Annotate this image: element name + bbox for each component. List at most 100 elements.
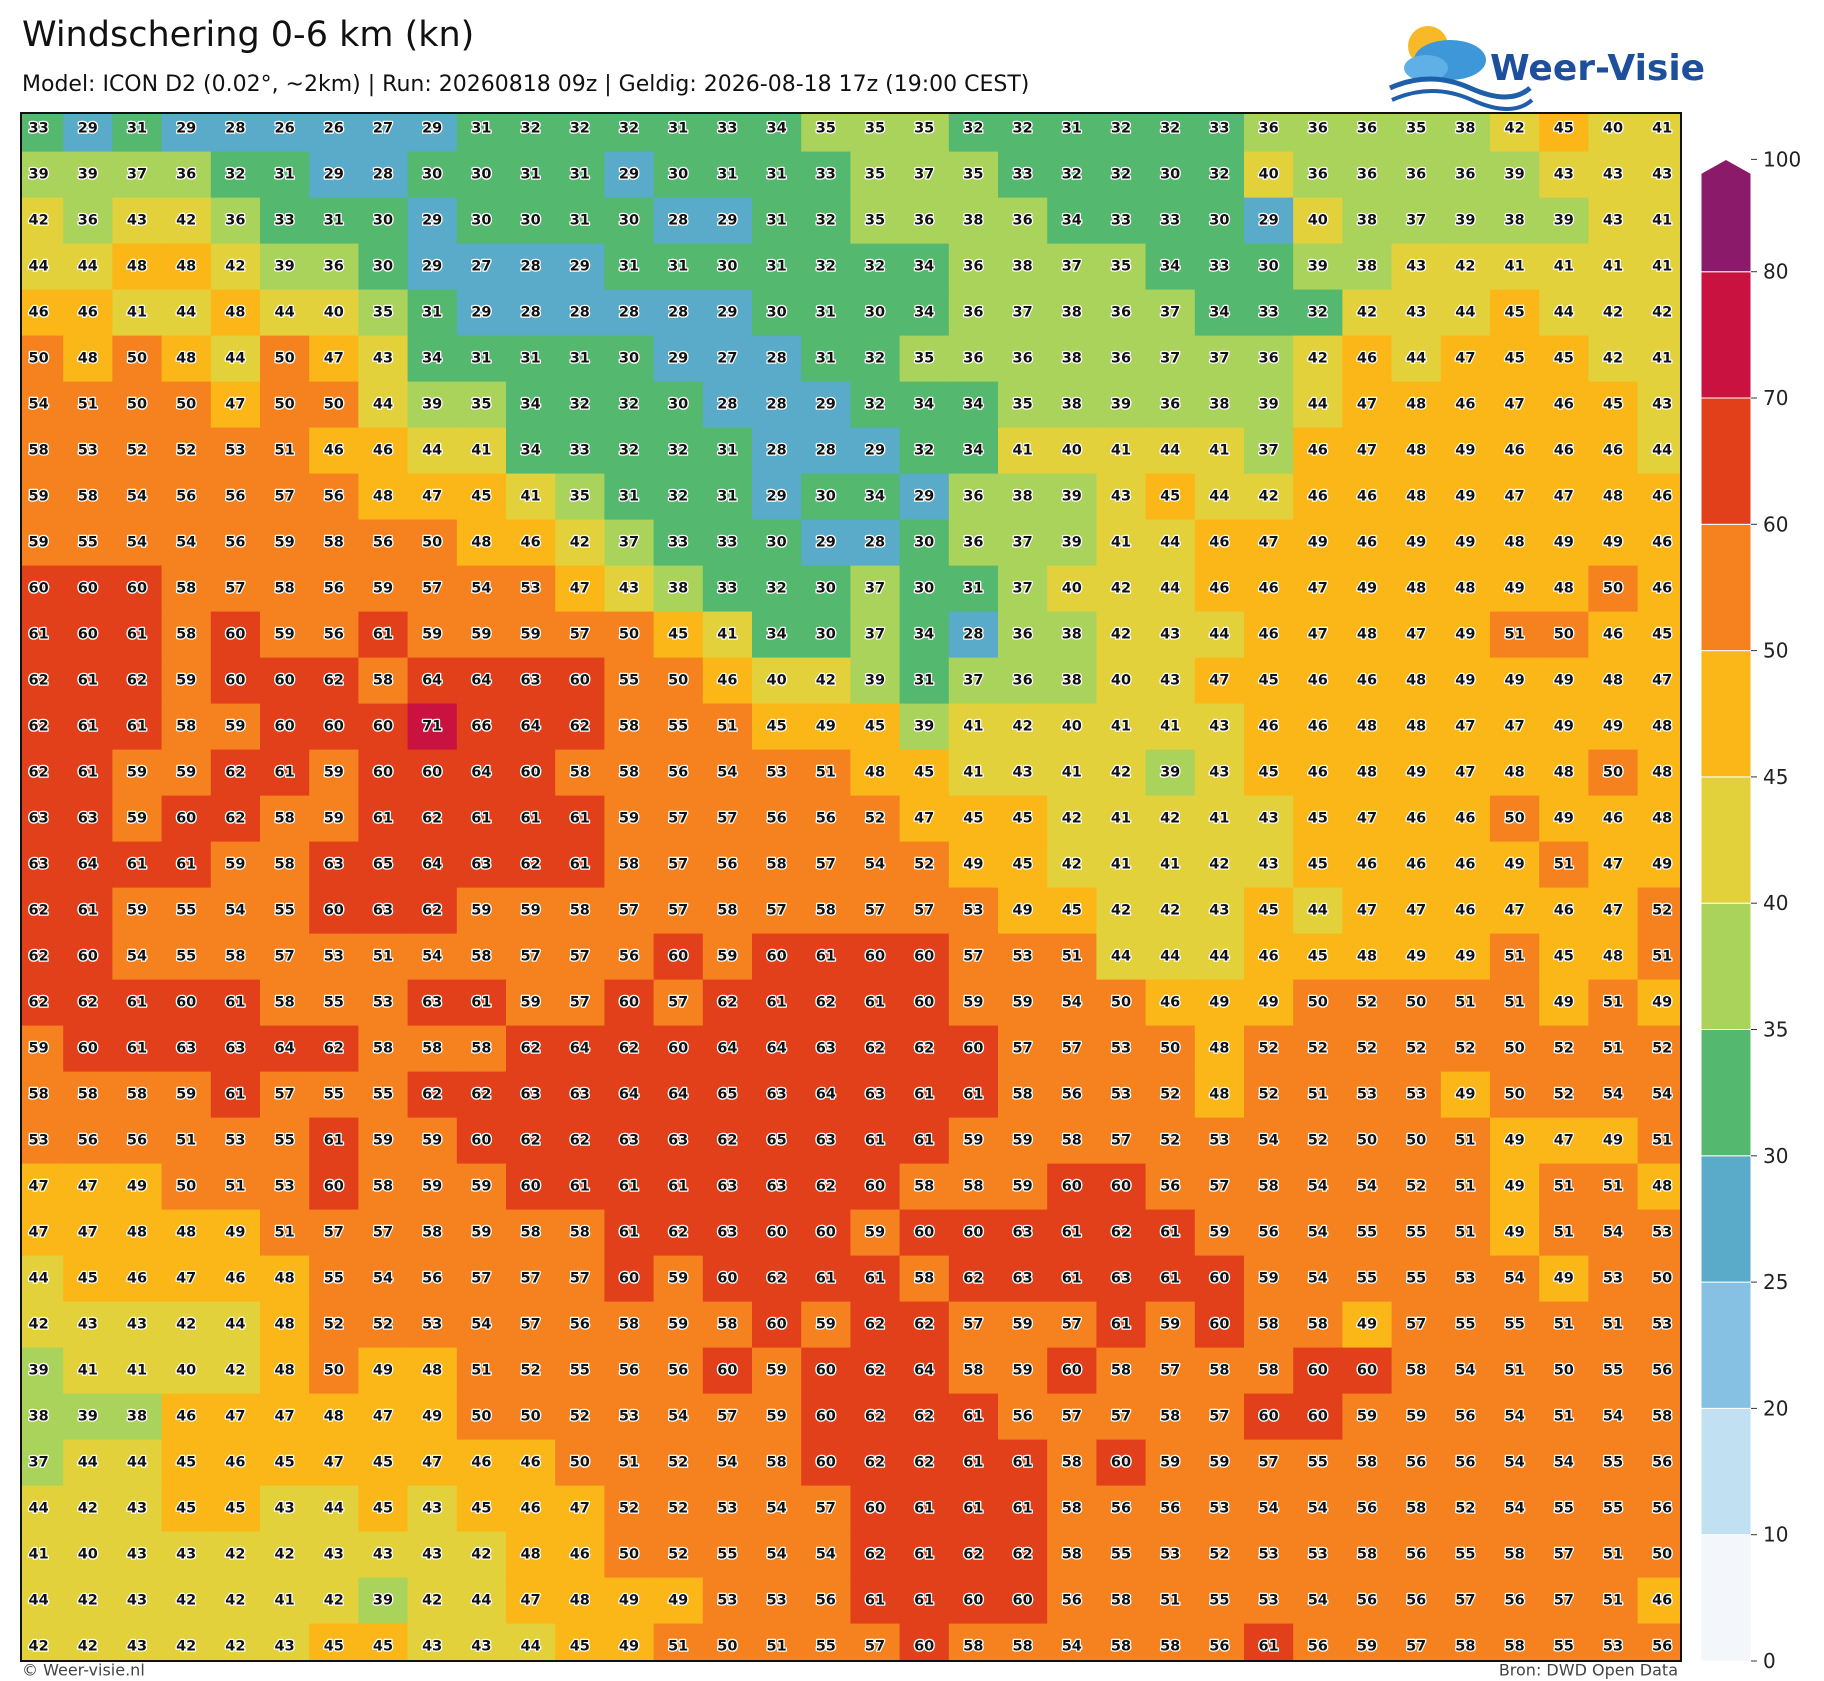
- value-label: 30: [668, 397, 688, 413]
- field-cell: [309, 1117, 359, 1165]
- value-label: 39: [78, 1409, 98, 1425]
- value-label: 57: [1062, 1317, 1082, 1333]
- value-label: 43: [127, 213, 147, 229]
- value-label: 41: [1652, 121, 1672, 137]
- field-cell: [161, 1531, 212, 1579]
- field-cell: [752, 1117, 802, 1165]
- value-label: 36: [963, 259, 983, 275]
- value-label: 56: [1652, 1363, 1672, 1379]
- value-label: 53: [1259, 1547, 1279, 1563]
- value-label: 50: [1505, 1041, 1525, 1057]
- value-label: 62: [914, 1041, 934, 1057]
- field-cell: [752, 1209, 802, 1257]
- value-label: 43: [373, 351, 393, 367]
- field-cell: [21, 243, 64, 291]
- value-label: 59: [1013, 1363, 1033, 1379]
- field-cell: [555, 1025, 605, 1073]
- field-cell: [1637, 1025, 1681, 1073]
- field-cell: [801, 197, 851, 245]
- field-cell: [801, 1071, 851, 1119]
- value-label: 64: [422, 673, 442, 689]
- field-cell: [555, 243, 605, 291]
- field-cell: [63, 1071, 113, 1119]
- value-label: 46: [1603, 627, 1623, 643]
- field-cell: [1194, 887, 1245, 935]
- field-cell: [309, 335, 359, 383]
- field-cell: [1047, 611, 1097, 659]
- value-label: 57: [1111, 1409, 1131, 1425]
- field-cell: [1539, 1485, 1589, 1533]
- field-cell: [112, 795, 163, 843]
- field-cell: [1342, 1531, 1393, 1579]
- field-cell: [1637, 749, 1681, 797]
- field-cell: [456, 1347, 507, 1395]
- field-cell: [161, 1301, 212, 1349]
- field-cell: [309, 289, 359, 337]
- value-label: 47: [1455, 719, 1475, 735]
- field-cell: [1194, 1209, 1245, 1257]
- field-cell: [1588, 113, 1639, 153]
- value-label: 61: [816, 949, 836, 965]
- value-label: 58: [570, 903, 590, 919]
- value-label: 49: [1406, 765, 1426, 781]
- field-cell: [653, 243, 704, 291]
- value-label: 54: [1308, 1593, 1328, 1609]
- value-label: 57: [275, 489, 295, 505]
- value-label: 59: [521, 627, 541, 643]
- field-cell: [1096, 1301, 1147, 1349]
- field-cell: [1342, 933, 1393, 981]
- value-label: 49: [422, 1409, 442, 1425]
- value-label: 51: [176, 1133, 196, 1149]
- value-label: 54: [127, 949, 147, 965]
- value-label: 59: [668, 1271, 688, 1287]
- value-label: 34: [914, 627, 934, 643]
- field-cell: [850, 1623, 901, 1661]
- field-cell: [1244, 381, 1294, 429]
- value-label: 54: [1455, 1363, 1475, 1379]
- value-label: 53: [78, 443, 98, 459]
- value-label: 58: [963, 1363, 983, 1379]
- field-cell: [1096, 1117, 1147, 1165]
- value-label: 58: [275, 995, 295, 1011]
- field-cell: [604, 1301, 655, 1349]
- field-cell: [210, 1071, 261, 1119]
- value-label: 48: [1209, 1041, 1229, 1057]
- field-cell: [358, 933, 409, 981]
- value-label: 53: [767, 1593, 787, 1609]
- field-cell: [1244, 1117, 1294, 1165]
- value-label: 50: [619, 1547, 639, 1563]
- value-label: 28: [816, 443, 836, 459]
- value-label: 61: [1259, 1639, 1279, 1655]
- field-cell: [555, 1577, 605, 1625]
- field-cell: [604, 887, 655, 935]
- field-cell: [63, 113, 113, 153]
- field-cell: [407, 887, 458, 935]
- value-label: 31: [717, 167, 737, 183]
- field-cell: [210, 381, 261, 429]
- value-label: 47: [29, 1179, 49, 1195]
- value-label: 45: [570, 1639, 590, 1655]
- field-cell: [850, 1025, 901, 1073]
- field-cell: [653, 1209, 704, 1257]
- value-label: 44: [1308, 397, 1328, 413]
- value-label: 56: [324, 489, 344, 505]
- field-cell: [112, 703, 163, 751]
- value-label: 36: [1308, 121, 1328, 137]
- field-cell: [1145, 1071, 1196, 1119]
- field-cell: [801, 1163, 851, 1211]
- value-label: 55: [1406, 1225, 1426, 1241]
- value-label: 32: [865, 397, 885, 413]
- field-cell: [948, 565, 999, 613]
- value-label: 51: [1062, 949, 1082, 965]
- value-label: 44: [1652, 443, 1672, 459]
- value-label: 47: [29, 1225, 49, 1241]
- field-cell: [161, 657, 212, 705]
- value-label: 43: [471, 1639, 491, 1655]
- value-label: 50: [1111, 995, 1131, 1011]
- value-label: 44: [1111, 949, 1131, 965]
- value-label: 61: [275, 765, 295, 781]
- field-cell: [112, 473, 163, 521]
- field-cell: [1047, 289, 1097, 337]
- field-cell: [112, 289, 163, 337]
- value-label: 56: [619, 949, 639, 965]
